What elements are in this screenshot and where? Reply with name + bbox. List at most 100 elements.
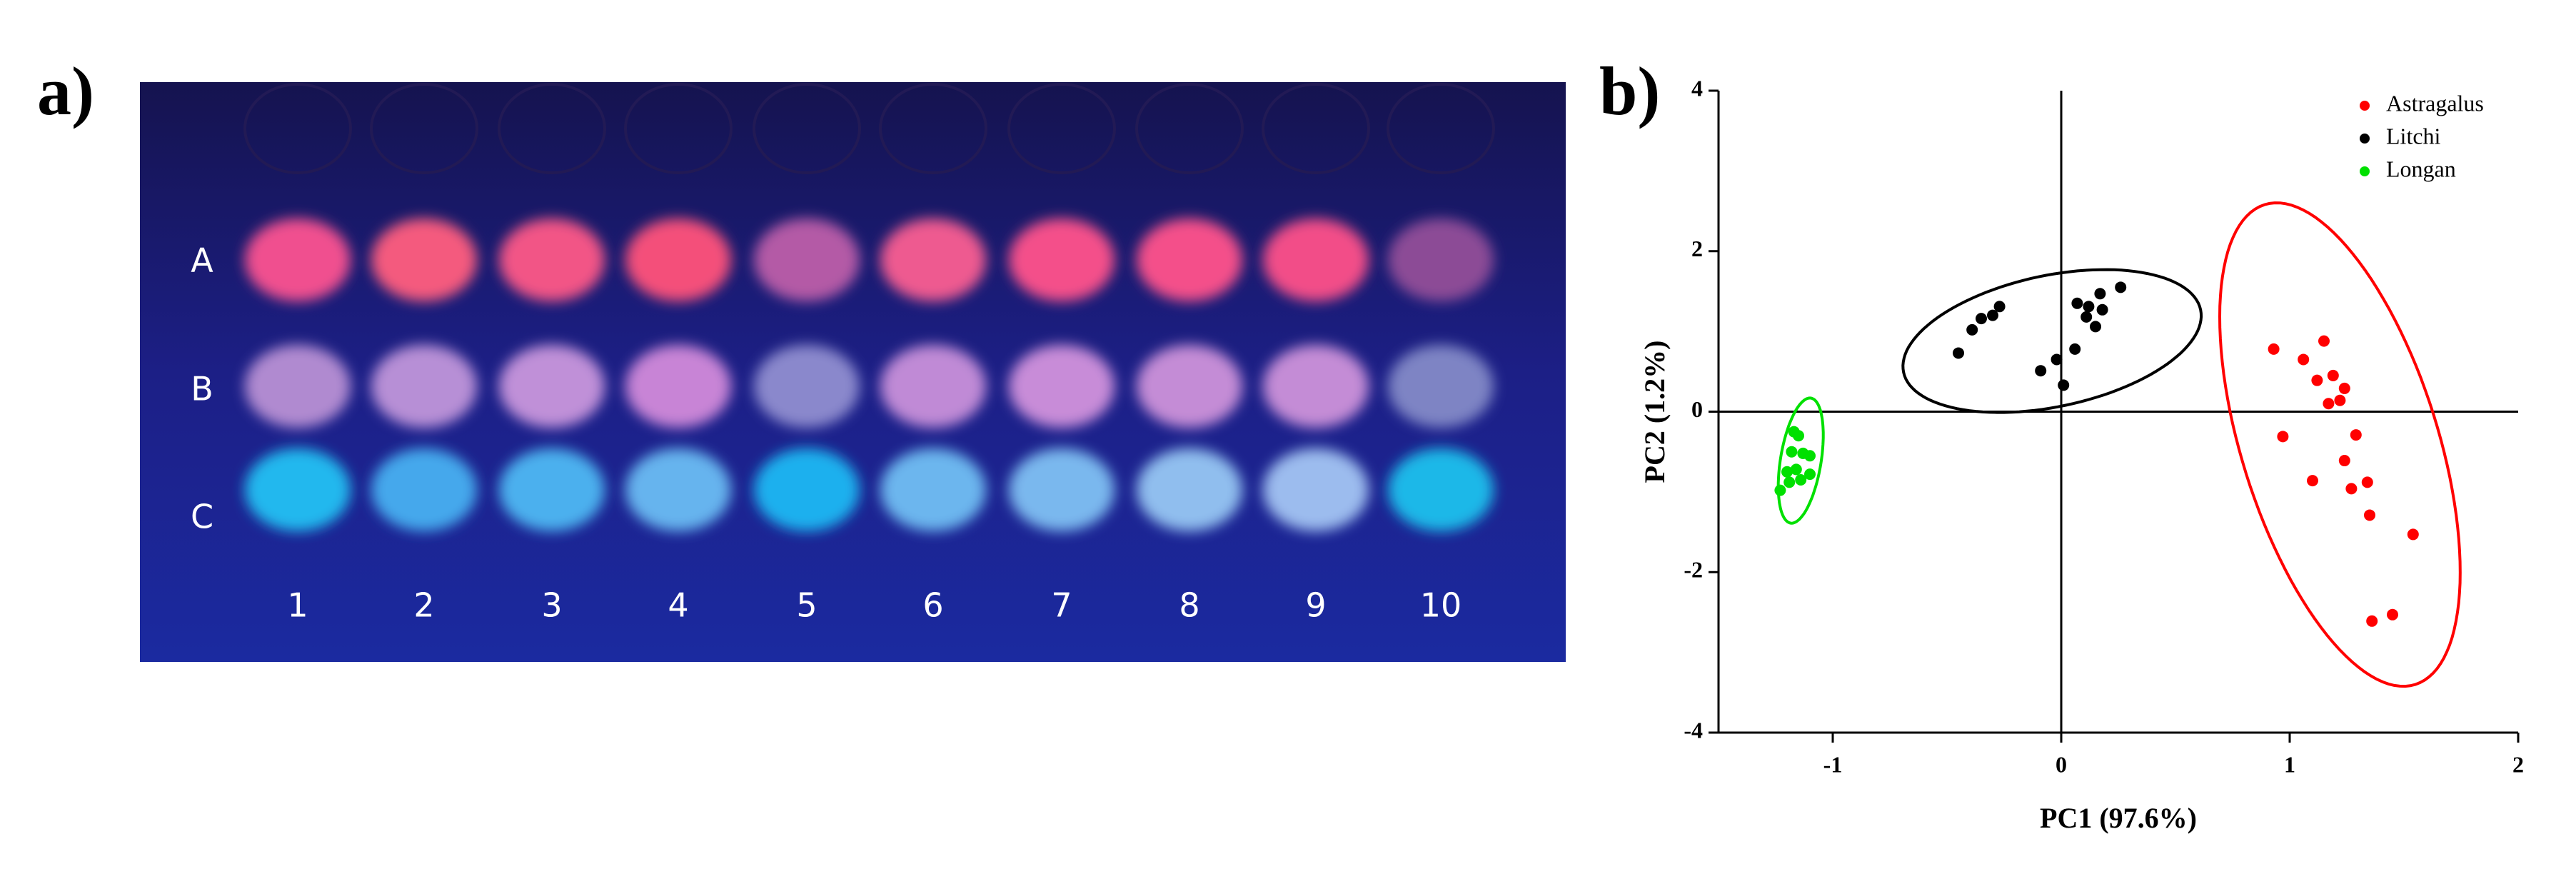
column-label: 9 [1305,586,1326,625]
x-axis-title: PC1 (97.6%) [2040,802,2197,834]
x-tick-label: 1 [2284,751,2295,777]
y-tick-label: -2 [1684,557,1703,583]
data-point [2069,343,2081,355]
well [245,218,351,301]
data-point [2366,615,2378,627]
empty-well [1007,83,1116,174]
legend-label: Astragalus [2386,90,2484,116]
data-point [2090,321,2101,333]
data-point [1793,430,1804,442]
empty-well [1135,83,1244,174]
well [880,345,986,428]
x-tick-label: 0 [2056,751,2067,777]
data-point [2096,303,2108,316]
empty-well [624,83,733,174]
data-point [2307,475,2318,487]
data-point [2323,398,2335,410]
y-tick-label: 2 [1691,236,1703,261]
well [1263,218,1369,301]
column-label: 4 [668,586,688,625]
data-point [2071,297,2083,309]
well [1263,345,1369,428]
data-point [2407,528,2419,541]
data-point [2361,476,2373,488]
row-label: A [191,241,213,280]
confidence-ellipse [2218,201,2462,688]
panel-label: a) [37,53,94,129]
empty-well [370,83,478,174]
data-point [2277,431,2289,443]
data-point [2094,288,2106,300]
data-point [2338,455,2350,467]
data-point [1987,309,1998,321]
data-point [1786,446,1798,458]
legend-marker [2360,166,2370,176]
column-label: 8 [1179,586,1199,625]
empty-well [753,83,861,174]
well [754,345,860,428]
data-point [1795,474,1807,486]
empty-well [879,83,987,174]
legend-marker [2360,101,2370,111]
data-point [1774,484,1786,496]
well [245,448,351,531]
column-label: 7 [1051,586,1072,625]
legend-label: Litchi [2386,123,2441,149]
y-tick-label: 4 [1691,75,1703,101]
well [754,218,860,301]
well [1137,218,1242,301]
data-point [2083,301,2095,313]
empty-well [243,83,352,174]
well [625,345,731,428]
data-point [2350,429,2362,441]
well [371,218,477,301]
well [499,448,605,531]
data-point [2338,382,2350,394]
data-point [1804,450,1816,462]
well [625,218,731,301]
x-tick-label: -1 [1823,751,1843,777]
empty-well [1262,83,1370,174]
row-label: C [191,498,213,536]
column-label: 2 [413,586,434,625]
data-point [2311,374,2323,386]
well [625,448,731,531]
data-point [2387,608,2398,621]
data-point [1976,313,1987,325]
column-label: 5 [796,586,817,625]
data-point [1804,468,1816,481]
row-label: B [191,370,213,408]
data-point [1993,301,2006,313]
legend-label: Longan [2386,156,2456,181]
data-point [2334,394,2346,406]
confidence-ellipse [1776,396,1825,525]
well [371,345,477,428]
data-point [1790,463,1802,476]
y-tick-label: 0 [1691,396,1703,422]
data-point [2364,509,2375,521]
data-point [1783,476,1796,488]
empty-well [498,83,606,174]
column-label: 6 [922,586,943,625]
data-point [1781,466,1793,478]
well [754,448,860,531]
pca-chart: -4 -2 0 2 4 -1 0 1 2 PC1 (97.6%) PC2 (1.2%) Astraga… [1639,75,2524,834]
legend-marker [2360,134,2370,144]
well [245,345,351,428]
data-point [2268,343,2280,355]
data-point [2035,365,2047,377]
empty-well [1387,83,1495,174]
well [1137,345,1242,428]
data-point [2318,335,2330,347]
data-point [2051,353,2063,366]
plate-wells: A B C 1 2 3 4 5 6 7 8 9 10 [191,83,1495,625]
well [1263,448,1369,531]
well [1388,218,1494,301]
well [1137,448,1242,531]
data-point [2298,353,2310,366]
well [1009,448,1115,531]
well [1388,345,1494,428]
well [499,345,605,428]
confidence-ellipse [1901,268,2203,414]
